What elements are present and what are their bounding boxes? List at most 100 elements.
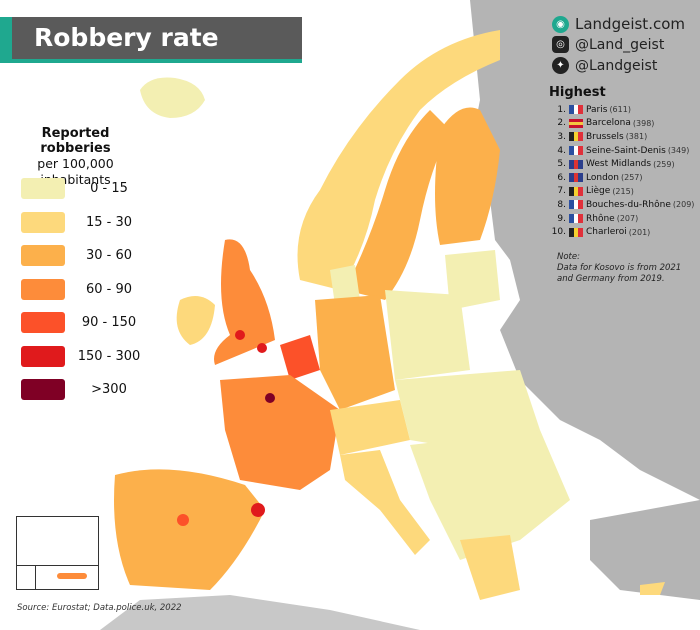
rank: 7. [557,186,566,197]
legend-label: 30 - 60 [85,248,133,263]
globe-icon: ◉ [552,15,569,33]
legend-subtitle-1: per 100,000 [37,156,114,171]
flag-icon [569,132,584,142]
legend-swatch [21,211,65,233]
note-label: Note: [557,252,580,262]
region-madrid [177,514,189,526]
region-italy [340,450,430,555]
region-great-britain [214,239,275,365]
flag-icon [569,227,584,237]
social-website[interactable]: ◉ Landgeist.com [552,15,685,33]
region-ireland [176,296,215,345]
region-value: (209) [672,200,695,210]
title-accent-bar [0,17,12,59]
region-value: (398) [632,118,655,128]
rank: 9. [557,213,566,224]
legend-label: 150 - 300 [77,348,141,364]
rank: 3. [557,131,566,142]
rank: 5. [557,159,566,170]
highest-item: 3. Brussels (381) [549,130,694,144]
flag-icon [569,173,584,183]
region-norway [297,30,500,290]
social-twitter[interactable]: ✦ @Landgeist [552,57,657,74]
region-poland [385,290,470,380]
region-balkans [410,430,570,560]
region-name: Seine-Saint-Denis [586,145,666,156]
legend-swatch [21,178,65,199]
region-name: Bouches-du-Rhône [586,199,671,210]
region-name: Paris [586,104,608,115]
region-value: (349) [667,146,690,156]
region-benelux [280,335,320,380]
page-title: Robbery rate [34,23,219,52]
highest-item: 6. London (257) [549,171,694,185]
region-name: West Midlands [586,159,652,170]
rank: 2. [557,118,566,129]
region-value: (259) [653,159,675,169]
flag-icon [569,105,584,115]
region-barcelona [251,503,265,517]
region-west-midlands [235,330,245,340]
region-greece [460,535,520,600]
legend-label: 60 - 90 [85,281,133,297]
highest-item: 1. Paris (611) [549,103,694,117]
flag-icon [569,118,583,128]
region-value: (381) [625,132,648,142]
no-data-region-east [470,0,700,500]
region-name: Charleroi [586,227,627,238]
region-france [220,375,340,490]
legend-item: 15 - 30 [21,211,153,233]
legend-item: 150 - 300 [21,345,153,367]
legend-swatch [21,278,65,300]
region-name: Barcelona [586,118,631,129]
source-text: Source: Eurostat; Data.police.uk, 2022 [17,603,182,613]
flag-icon [569,200,584,210]
highest-item: 9. Rhône (207) [549,212,694,226]
region-value: (201) [628,227,651,237]
region-central-east [395,370,540,450]
legend-swatch [21,245,65,266]
rank: 8. [557,199,566,210]
no-data-region-turkey [590,500,700,600]
legend-swatch [21,312,65,333]
rank: 4. [557,145,566,156]
twitter-label: @Landgeist [575,57,658,74]
instagram-label: @Land_geist [575,36,665,53]
region-iceland [140,77,205,118]
highest-item: 4. Seine-Saint-Denis (349) [549,144,694,158]
legend-label: 15 - 30 [85,214,133,230]
rank: 6. [557,172,566,183]
region-germany [315,295,395,410]
legend-item: 0 - 15 [21,178,153,199]
legend-label: 0 - 15 [90,181,128,196]
legend-swatch [21,345,65,367]
rank: 1. [557,104,566,115]
note: Note: Data for Kosovo is from 2021 and G… [557,252,681,285]
title-banner: Robbery rate [0,17,302,63]
note-line-2: and Germany from 2019. [557,274,665,284]
legend-title: Reported robberies [40,126,111,156]
legend-item: 60 - 90 [21,278,153,300]
highest-item: 7. Liège (215) [549,185,694,199]
highest-item: 10. Charleroi (201) [549,225,694,239]
flag-icon [569,159,584,169]
social-instagram[interactable]: ◎ @Land_geist [552,36,664,53]
legend-item: 90 - 150 [21,312,153,333]
rank: 10. [551,227,566,238]
region-value: (215) [612,186,634,196]
legend-item: >300 [21,379,153,400]
region-value: (611) [609,105,631,115]
region-value: (207) [616,214,639,224]
legend-swatch [21,379,65,400]
region-cyprus [640,582,665,595]
region-name: Rhône [586,213,615,224]
region-denmark [330,265,360,305]
region-finland [435,107,500,245]
note-line-1: Data for Kosovo is from 2021 [557,263,682,273]
legend-label: >300 [91,382,127,397]
twitter-icon: ✦ [552,57,569,74]
flag-icon [569,186,584,196]
flag-icon [569,146,584,156]
region-value: (257) [621,173,643,183]
instagram-icon: ◎ [552,36,569,53]
